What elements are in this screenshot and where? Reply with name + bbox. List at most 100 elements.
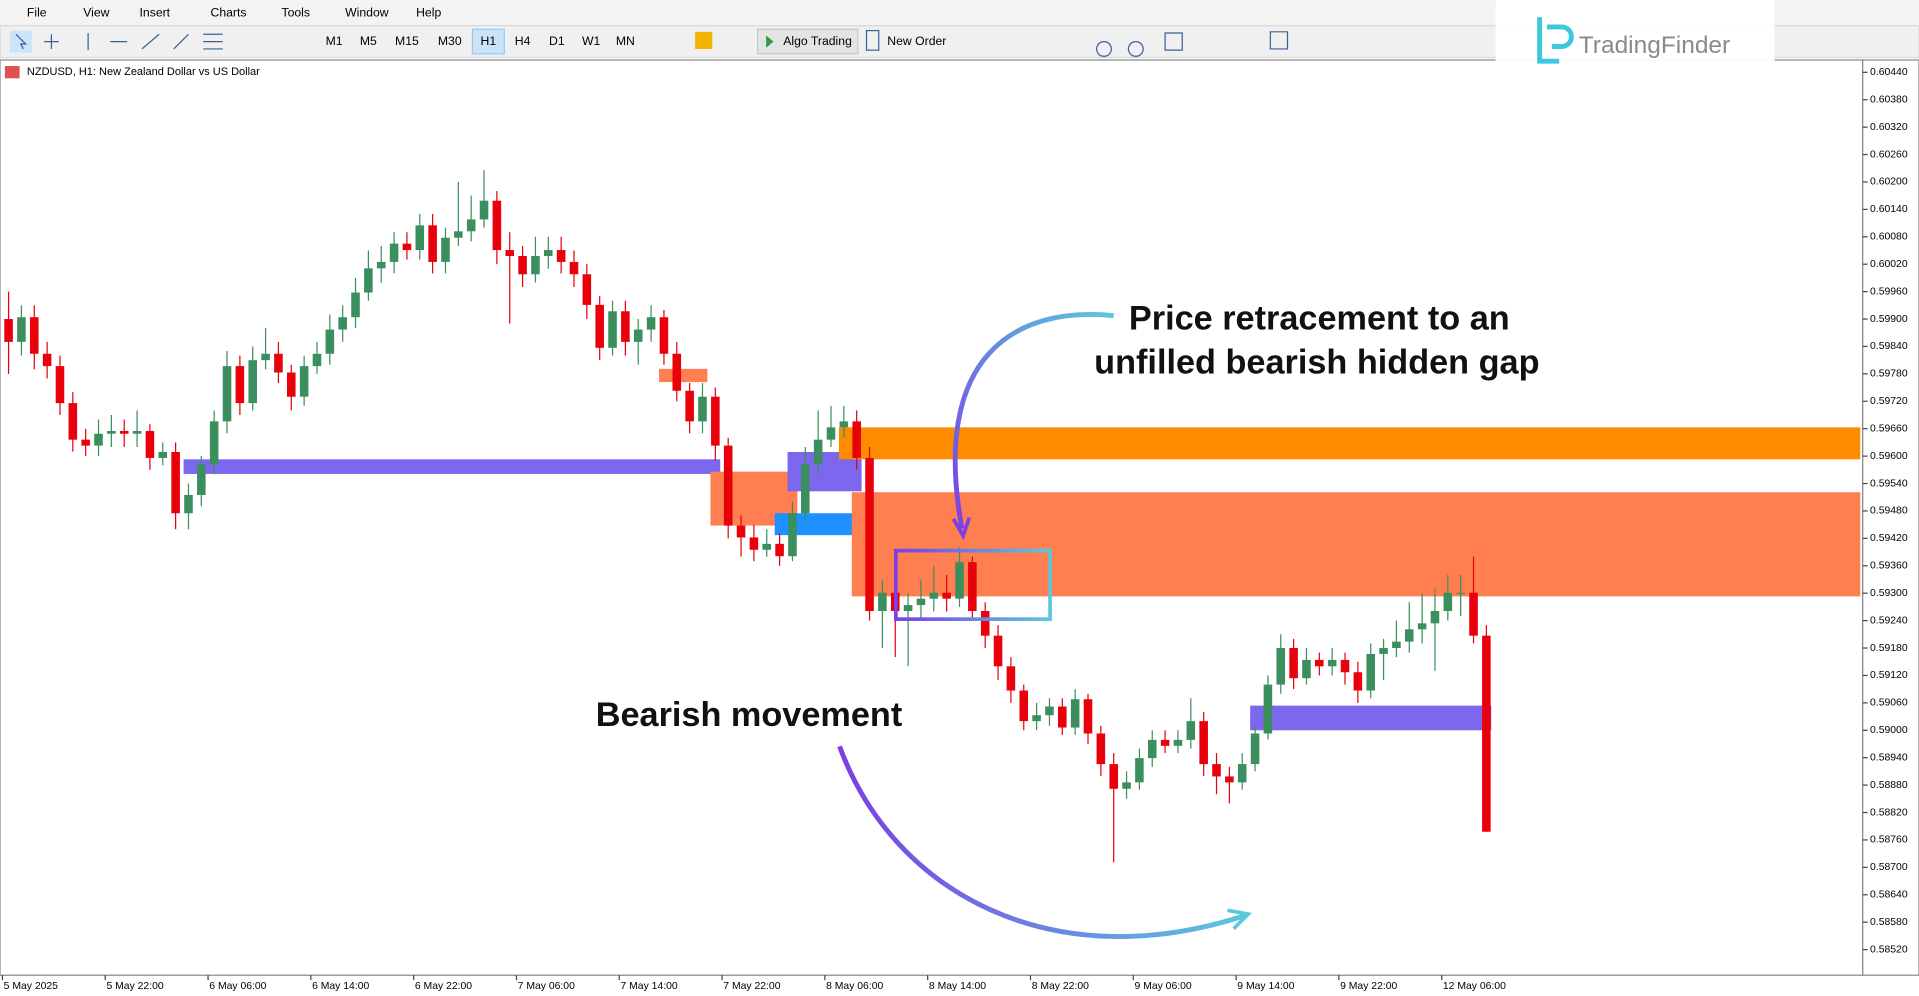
candle-body — [94, 433, 103, 446]
candle-body — [826, 427, 836, 440]
candle-body — [685, 390, 694, 422]
annotation: Price retracement to an — [1129, 300, 1510, 338]
candle-body — [454, 231, 463, 238]
y-tick-label: 0.60020 — [1870, 259, 1908, 270]
coin-icon[interactable] — [695, 31, 713, 49]
y-tick-label: 0.59660 — [1870, 423, 1908, 434]
candle-body — [158, 452, 168, 458]
annotation: Bearish movement — [596, 696, 903, 734]
timeframe[interactable]: D1 — [549, 34, 565, 48]
zoom-icons[interactable] — [1096, 31, 1289, 57]
menu-item[interactable]: File — [27, 6, 47, 20]
timeframe[interactable]: W1 — [582, 34, 601, 48]
candle-body — [852, 421, 861, 458]
menu-item[interactable]: Help — [416, 6, 441, 20]
y-tick-label: 0.60380 — [1870, 94, 1908, 105]
menu: File View Insert Charts Tools Window Help — [27, 6, 442, 20]
candle-body — [55, 366, 65, 404]
timeframe[interactable]: H4 — [515, 34, 531, 48]
arrow-head — [1227, 908, 1253, 931]
candle-body — [389, 243, 399, 262]
logo-icon — [1537, 17, 1574, 64]
candle-body — [1109, 764, 1118, 789]
candle-body — [1430, 611, 1440, 624]
x-tick-label: 9 May 06:00 — [1135, 981, 1192, 992]
candle-body — [248, 360, 258, 404]
candle-body — [107, 430, 116, 434]
logo-box — [1495, 0, 1775, 91]
candle-body — [582, 274, 592, 305]
candle-body — [1070, 699, 1080, 728]
candle-body — [646, 317, 656, 330]
candle-body — [274, 353, 283, 373]
candle-body — [942, 592, 951, 599]
candle-body — [711, 396, 720, 446]
y-tick-label: 0.58700 — [1870, 862, 1908, 873]
menu-item[interactable]: Window — [345, 6, 389, 20]
zone — [1250, 705, 1492, 731]
menu-item[interactable]: Charts — [211, 6, 247, 20]
tool-icons — [15, 33, 223, 51]
candle-body — [762, 543, 772, 550]
timeframe[interactable]: M15 — [395, 34, 419, 48]
y-tick-label: 0.59960 — [1870, 286, 1908, 297]
candle-body — [1147, 739, 1157, 759]
timeframe[interactable]: M30 — [438, 34, 462, 48]
candle-body — [1096, 733, 1106, 765]
y-tick-label: 0.59540 — [1870, 478, 1908, 489]
menu-item[interactable]: Insert — [140, 6, 171, 20]
candle-body — [672, 353, 682, 391]
x-tick-label: 7 May 22:00 — [723, 981, 780, 992]
timeframe[interactable]: MN — [616, 34, 635, 48]
x-tick-label: 8 May 22:00 — [1032, 981, 1089, 992]
candle-body — [878, 592, 887, 612]
candle-body — [1315, 659, 1324, 667]
y-tick-label: 0.59060 — [1870, 698, 1908, 709]
candle-body — [518, 255, 527, 275]
x-tick-label: 5 May 2025 — [4, 981, 59, 992]
menu-item[interactable]: View — [83, 6, 109, 20]
candle-body — [1263, 684, 1273, 734]
candle-body — [1212, 764, 1221, 777]
candle-body — [1019, 690, 1029, 722]
candle-body — [4, 319, 13, 342]
timeframe[interactable]: H1 — [481, 34, 497, 48]
zone — [659, 368, 708, 383]
candles — [4, 170, 1491, 863]
candle-body — [1186, 721, 1196, 740]
candle-body — [209, 421, 219, 465]
candle-body — [556, 250, 566, 262]
timeframe[interactable]: M1 — [326, 34, 343, 48]
symbol-icon — [4, 66, 20, 79]
candle-body — [1006, 666, 1016, 691]
candle-body — [1443, 592, 1453, 612]
candle-body — [428, 225, 437, 262]
candle-body — [1250, 733, 1260, 765]
candle-body — [813, 439, 823, 465]
algo-button[interactable] — [756, 28, 859, 55]
y-tick-label: 0.58640 — [1870, 890, 1908, 901]
candle-body — [1199, 721, 1208, 765]
candle-body — [312, 353, 322, 367]
candle-body — [132, 430, 142, 434]
candle-body — [415, 225, 425, 251]
candle-body — [916, 598, 926, 606]
axes: 0.60440 0.60380 0.60320 0.60260 0.60200 0.601… — [1, 67, 1908, 992]
candle-body — [544, 250, 553, 256]
y-tick-label: 0.60140 — [1870, 204, 1908, 215]
candle-body — [775, 543, 784, 557]
price-axis — [1862, 59, 1919, 976]
candle-body — [633, 329, 643, 342]
zone — [774, 513, 862, 536]
order-label[interactable]: New Order — [887, 34, 946, 48]
timeframe[interactable]: M5 — [360, 34, 377, 48]
candle-body — [42, 353, 52, 367]
y-tick-label: 0.59120 — [1870, 670, 1908, 681]
menu-item[interactable]: Tools — [281, 6, 310, 20]
highlight-box — [894, 548, 1052, 621]
cursor-tool[interactable] — [9, 30, 32, 53]
candle-body — [466, 219, 476, 232]
candle-body — [1366, 653, 1375, 691]
candle-body — [81, 439, 90, 446]
